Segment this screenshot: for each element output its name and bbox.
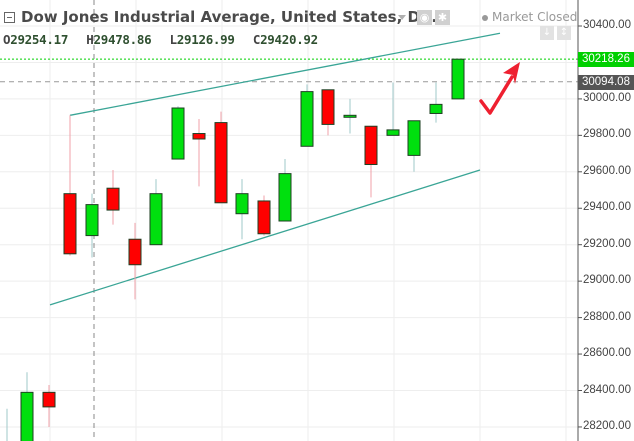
candle-body <box>278 173 292 222</box>
axis-label: 30400.00 <box>583 19 631 31</box>
close-value: 29420.92 <box>260 32 318 47</box>
candle-body <box>20 391 34 441</box>
candle-body <box>149 193 163 246</box>
annotation-arrowhead-icon <box>503 62 520 84</box>
axis-label: 30000.00 <box>583 91 631 104</box>
high-value: 29478.86 <box>93 32 152 47</box>
candle-body <box>386 129 400 136</box>
axis-label: 29000.00 <box>583 274 631 287</box>
series-toolbar: ◉ ✱ <box>398 10 450 25</box>
symbol-title[interactable]: Dow Jones Industrial Average, United Sta… <box>4 8 437 26</box>
ohlc-values: O29254.17 H29478.86 L29126.99 C29420.92 <box>3 32 329 47</box>
axis-label: 29600.00 <box>583 164 631 177</box>
candle-body <box>85 204 99 237</box>
candle-body <box>42 391 56 408</box>
candle-body <box>257 200 271 235</box>
market-status: Market Closed <box>482 10 577 24</box>
low-value: 29126.99 <box>176 32 235 47</box>
candle-body <box>429 103 443 114</box>
candle-body <box>214 122 228 204</box>
eye-icon[interactable]: ◉ <box>417 10 432 25</box>
candle-body <box>343 114 357 118</box>
axis-label: 28200.00 <box>583 419 631 432</box>
candle-body <box>364 125 378 166</box>
close-key: C <box>252 32 261 47</box>
scale-icon[interactable]: ↕ <box>557 26 571 40</box>
axis-label: 28600.00 <box>583 347 631 360</box>
candle-body <box>300 91 314 147</box>
axis-label: 29800.00 <box>583 128 631 141</box>
axis-label: 28800.00 <box>583 310 631 323</box>
open-value: 29254.17 <box>10 32 69 47</box>
axis-label: 28400.00 <box>583 383 631 396</box>
candle-body <box>171 107 185 160</box>
candle-body <box>321 89 335 125</box>
axis-label: 29200.00 <box>583 237 631 250</box>
scroll-down-icon[interactable]: ↓ <box>540 26 554 40</box>
open-key: O <box>3 32 11 47</box>
prev-close-tag: 30094.08 <box>578 74 634 90</box>
trendline-lower-channel <box>49 169 481 306</box>
candle-body <box>128 238 142 266</box>
market-status-text: Market Closed <box>492 10 578 24</box>
collapse-icon[interactable] <box>4 11 15 23</box>
trendline-upper-channel <box>69 32 501 116</box>
low-key: L <box>169 32 178 47</box>
scale-buttons: ↓ ↕ <box>540 26 571 40</box>
last-price-tag: 30218.26 <box>578 52 634 68</box>
candle-body <box>192 133 206 140</box>
dropdown-caret-icon[interactable] <box>398 15 406 20</box>
gear-icon[interactable]: ✱ <box>435 10 450 25</box>
candle-body <box>451 58 465 100</box>
high-key: H <box>86 32 94 47</box>
symbol-title-text: Dow Jones Industrial Average, United Sta… <box>21 8 438 26</box>
candle-body <box>235 193 249 215</box>
annotation-check-icon <box>479 75 514 115</box>
status-dot-icon <box>482 14 488 21</box>
candle-body <box>63 193 77 255</box>
candle-body <box>407 120 421 156</box>
axis-label: 29400.00 <box>583 201 631 214</box>
candle-body <box>106 187 120 211</box>
